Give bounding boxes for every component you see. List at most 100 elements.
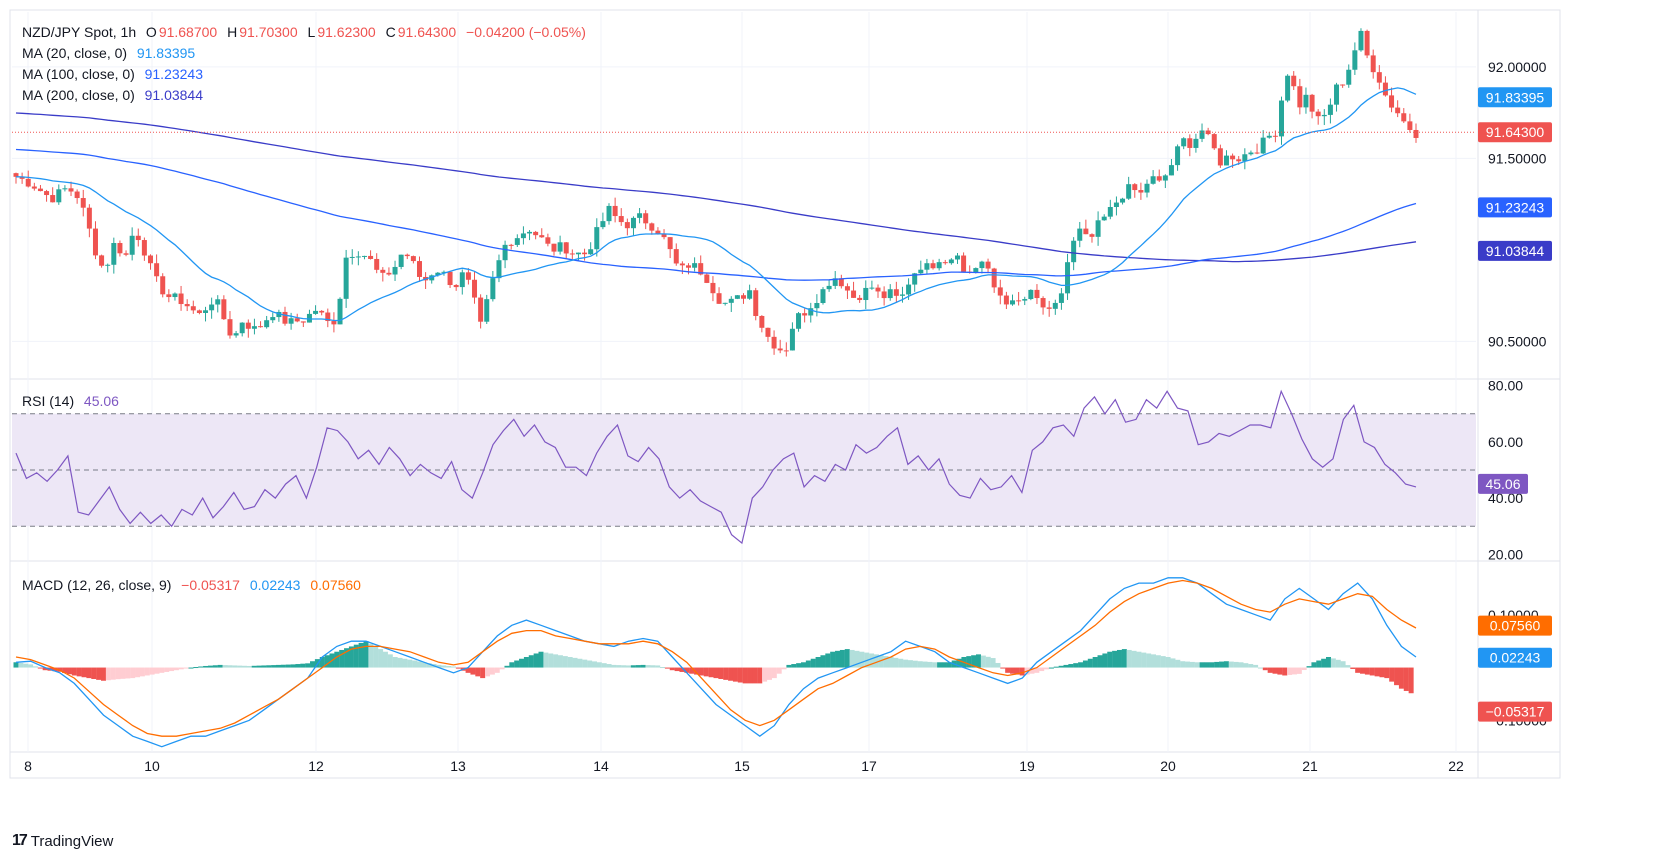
macd-histogram-bar: [883, 656, 889, 668]
candle-body: [13, 173, 19, 177]
rsi-tick-label: 60.00: [1488, 434, 1523, 450]
macd-histogram-bar: [1097, 655, 1103, 668]
macd-histogram-bar: [217, 664, 223, 668]
macd-histogram-bar: [421, 662, 427, 668]
macd-histogram-bar: [232, 665, 238, 668]
candle-body: [368, 255, 374, 259]
macd-histogram-bar: [412, 660, 418, 668]
macd-histogram-bar: [178, 667, 184, 670]
macd-histogram-bar: [635, 665, 641, 668]
macd-histogram-bar: [76, 667, 82, 677]
macd-histogram-bar: [742, 667, 748, 684]
price-axis-badge-text: 91.64300: [1486, 124, 1545, 140]
candle-body: [753, 290, 759, 316]
macd-histogram-bar: [849, 649, 855, 668]
candle-body: [954, 255, 960, 260]
candle-body: [1168, 165, 1174, 176]
macd-histogram-bar: [932, 662, 938, 668]
macd-histogram-bar: [543, 652, 549, 668]
macd-histogram-bar: [115, 667, 121, 680]
candle-body: [154, 263, 160, 277]
candle-body: [386, 272, 392, 275]
candle-body: [343, 257, 349, 299]
candle-body: [1217, 148, 1223, 166]
macd-histogram-bar: [854, 650, 860, 668]
candle-body: [1077, 228, 1083, 241]
candle-body: [31, 186, 37, 189]
candle-body: [1046, 307, 1052, 309]
macd-histogram-bar: [917, 661, 923, 668]
candle-body: [991, 268, 997, 288]
candle-body: [129, 235, 135, 255]
candle-body: [1205, 130, 1211, 135]
candle-body: [380, 269, 386, 273]
ohlc-low-label: L: [307, 24, 316, 40]
candle-body: [875, 287, 881, 292]
candle-body: [1003, 295, 1009, 305]
candle-body: [435, 272, 441, 276]
macd-histogram-bar: [378, 649, 384, 668]
candle-body: [582, 252, 588, 255]
candle-body: [484, 299, 490, 322]
candle-body: [1376, 72, 1382, 83]
macd-histogram-bar: [557, 655, 563, 668]
candle-body: [973, 268, 979, 273]
candle-body: [111, 243, 117, 265]
macd-histogram-bar: [1151, 654, 1156, 668]
macd-signal-value: 0.07560: [310, 577, 361, 593]
tradingview-brand[interactable]: 17 TradingView: [12, 832, 113, 850]
candle-body: [50, 195, 56, 203]
macd-histogram-bar: [713, 667, 719, 679]
macd-histogram-bar: [251, 665, 257, 668]
ohlc-open: 91.68700: [158, 24, 218, 40]
macd-histogram-bar: [1267, 667, 1273, 673]
candle-body: [857, 297, 863, 301]
candle-body: [594, 227, 600, 250]
candle-body: [105, 264, 111, 266]
macd-histogram-bar: [149, 667, 155, 675]
candle-body: [1034, 289, 1040, 299]
macd-histogram-bar: [805, 660, 811, 668]
candle-body: [979, 261, 985, 269]
candle-body: [1150, 176, 1156, 184]
macd-histogram-bar: [358, 642, 364, 668]
macd-histogram-bar: [1384, 667, 1390, 679]
macd-histogram-bar: [130, 667, 136, 679]
macd-histogram-bar: [703, 667, 709, 677]
macd-histogram-bar: [1403, 667, 1409, 691]
candle-body: [1340, 84, 1346, 86]
candle-body: [1016, 300, 1022, 302]
candle-body: [655, 230, 661, 234]
candle-body: [1089, 234, 1095, 237]
macd-label: MACD (12, 26, close, 9): [22, 577, 172, 593]
macd-histogram-bar: [660, 667, 666, 669]
candle-body: [961, 255, 967, 272]
macd-histogram-bar: [1010, 667, 1016, 674]
candle-body: [624, 222, 630, 229]
macd-histogram-bar: [757, 667, 763, 684]
candle-body: [1303, 94, 1309, 108]
candle-body: [251, 326, 257, 329]
macd-histogram-bar: [32, 666, 38, 668]
macd-histogram-bar: [504, 665, 510, 668]
macd-histogram-bar: [684, 667, 690, 673]
macd-histogram-bar: [976, 654, 981, 668]
macd-histogram-bar: [446, 665, 452, 668]
macd-histogram-bar: [1360, 667, 1366, 674]
candle-body: [209, 304, 215, 311]
macd-histogram-bar: [801, 662, 806, 668]
macd-histogram-bar: [903, 659, 909, 668]
candle-body: [618, 216, 624, 223]
macd-histogram-bar: [655, 665, 661, 668]
ma20-line: [15, 87, 1417, 322]
candle-body: [661, 233, 667, 238]
macd-histogram-bar: [1141, 652, 1147, 668]
candle-body: [569, 253, 575, 255]
candle-body: [68, 188, 74, 192]
macd-histogram-bar: [1165, 657, 1171, 668]
candle-body: [673, 249, 679, 264]
macd-histogram-bar: [611, 664, 617, 668]
macd-axis-badge: [1478, 615, 1552, 636]
macd-histogram-bar: [587, 660, 593, 668]
